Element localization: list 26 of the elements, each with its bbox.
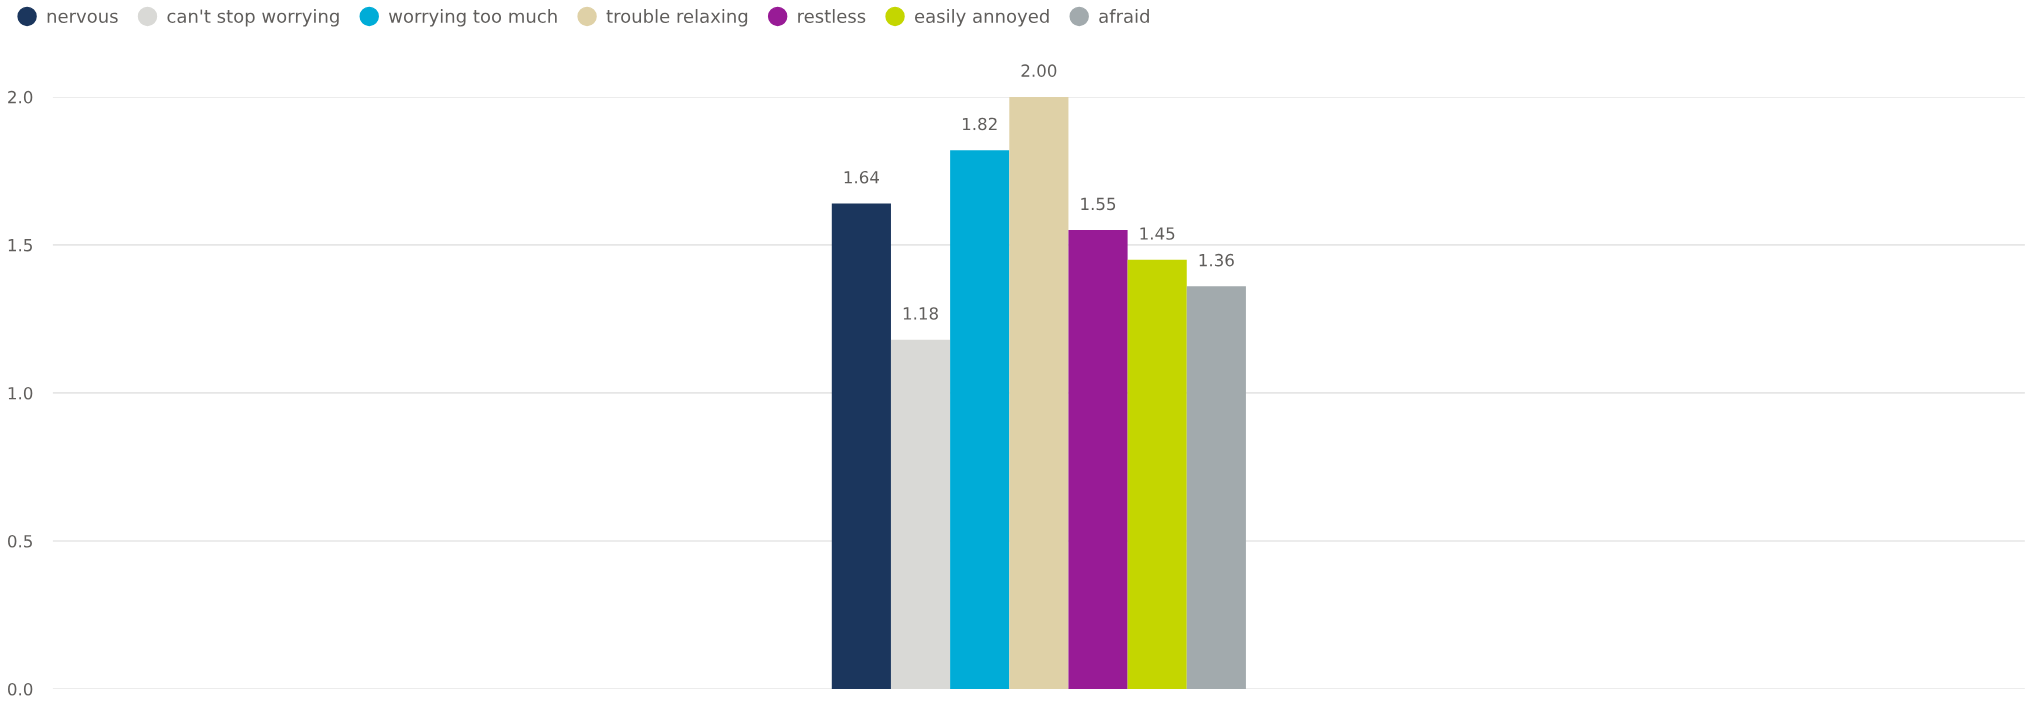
legend-label: easily annoyed bbox=[915, 9, 1049, 27]
data-label: 1.55 bbox=[1081, 197, 1116, 211]
data-label: 1.36 bbox=[1199, 253, 1234, 267]
bar bbox=[950, 150, 1010, 690]
y-tick-label: 1.0 bbox=[8, 386, 33, 400]
bar bbox=[1127, 259, 1187, 690]
y-tick-label: 2.0 bbox=[8, 90, 33, 104]
legend-label: worrying too much bbox=[388, 9, 557, 27]
bar bbox=[1186, 286, 1246, 690]
legend-label: restless bbox=[798, 9, 866, 23]
y-tick-label: 1.5 bbox=[8, 239, 32, 252]
data-label: 1.64 bbox=[844, 170, 879, 184]
data-label: 1.82 bbox=[962, 117, 997, 131]
bar bbox=[890, 339, 951, 690]
data-label: 1.45 bbox=[1140, 227, 1175, 240]
legend-label: can't stop worrying bbox=[167, 9, 339, 27]
legend-label: afraid bbox=[1099, 9, 1149, 23]
data-label: 2.00 bbox=[1021, 64, 1057, 77]
bar bbox=[1009, 96, 1069, 690]
bar bbox=[1068, 230, 1128, 690]
y-tick-label: 0.5 bbox=[8, 534, 32, 548]
legend-label: nervous bbox=[47, 12, 118, 23]
bar bbox=[831, 203, 891, 690]
data-label: 1.18 bbox=[903, 307, 938, 320]
y-tick-label: 0.0 bbox=[8, 682, 33, 696]
legend-label: trouble relaxing bbox=[606, 9, 748, 27]
